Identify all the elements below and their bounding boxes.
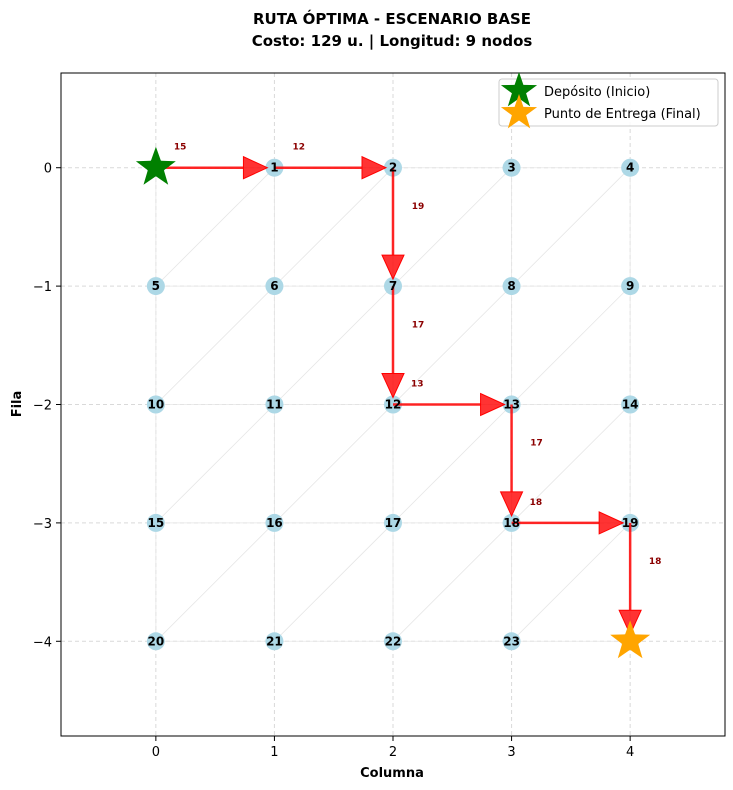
node-marker bbox=[621, 277, 640, 296]
graph-edge bbox=[511, 167, 631, 287]
node-label: 23 bbox=[503, 634, 520, 648]
node-label: 15 bbox=[148, 516, 165, 530]
legend: Depósito (Inicio) Punto de Entrega (Final… bbox=[498, 72, 719, 129]
y-tick-label: −1 bbox=[33, 280, 52, 295]
node-marker bbox=[502, 632, 521, 651]
graph-edge bbox=[274, 167, 394, 287]
node-label: 4 bbox=[626, 161, 634, 175]
node-label: 1 bbox=[270, 161, 278, 175]
node-marker bbox=[265, 632, 284, 651]
node-marker bbox=[621, 395, 640, 414]
start-star-marker bbox=[135, 146, 176, 185]
x-tick-label: 4 bbox=[626, 745, 634, 760]
graph-edge bbox=[155, 522, 275, 642]
node-label: 20 bbox=[148, 634, 165, 648]
node-label: 6 bbox=[270, 279, 278, 293]
node-marker bbox=[502, 158, 521, 177]
node-marker bbox=[621, 158, 640, 177]
node-label: 21 bbox=[266, 634, 283, 648]
graph-edge bbox=[155, 285, 275, 405]
chart-title-line-2: Costo: 129 u. | Longitud: 9 nodos bbox=[252, 32, 533, 51]
end-star-marker bbox=[610, 620, 651, 659]
x-tick-label: 3 bbox=[507, 745, 515, 760]
route-arrowhead bbox=[242, 155, 269, 180]
y-tick-label: −4 bbox=[33, 635, 52, 650]
route-arrowhead bbox=[381, 254, 405, 281]
route-arrowhead bbox=[480, 392, 506, 417]
graph-edge bbox=[392, 522, 512, 642]
node-label: 8 bbox=[507, 279, 515, 293]
route: 1512191713171818012345678910111213141516… bbox=[148, 143, 662, 649]
graph-edge bbox=[274, 285, 394, 405]
route-arrowhead bbox=[499, 491, 524, 518]
node-label: 5 bbox=[152, 279, 160, 293]
route-cost-label: 17 bbox=[412, 320, 425, 330]
graph-edge bbox=[392, 167, 512, 287]
graph-edge bbox=[392, 285, 512, 405]
axis-ticks: 0 1 2 3 40−1−2−3−4 bbox=[33, 162, 634, 760]
route-arrowhead bbox=[381, 373, 405, 399]
route-cost-label: 18 bbox=[530, 498, 543, 508]
graph-edge bbox=[392, 404, 512, 524]
route-cost-label: 12 bbox=[292, 143, 305, 153]
node-marker bbox=[265, 395, 284, 414]
node-label: 10 bbox=[148, 398, 165, 412]
y-axis-label: Fila bbox=[10, 391, 25, 418]
graph-edge bbox=[511, 522, 631, 642]
node-marker bbox=[146, 513, 165, 532]
route-cost-label: 15 bbox=[174, 143, 187, 153]
route-arrowhead bbox=[361, 155, 388, 180]
node-label: 12 bbox=[385, 398, 402, 412]
y-tick-label: −3 bbox=[33, 517, 52, 532]
node-label: 13 bbox=[503, 398, 520, 412]
node-marker bbox=[384, 513, 402, 532]
graph-edge bbox=[155, 404, 275, 524]
chart-title-line-1: RUTA ÓPTIMA - ESCENARIO BASE bbox=[253, 9, 531, 28]
y-tick-label: 0 bbox=[44, 162, 52, 177]
node-label: 22 bbox=[385, 634, 402, 648]
node-label: 16 bbox=[266, 516, 283, 530]
nodes bbox=[146, 158, 640, 651]
node-label: 18 bbox=[503, 516, 520, 530]
x-tick-label: 0 bbox=[152, 745, 160, 760]
legend-label: Depósito (Inicio) bbox=[544, 85, 650, 100]
x-axis-label: Columna bbox=[360, 766, 424, 781]
route-cost-label: 19 bbox=[412, 202, 425, 212]
node-marker bbox=[502, 513, 521, 532]
node-label: 2 bbox=[389, 161, 397, 175]
legend-star-icon bbox=[500, 72, 538, 107]
legend-label: Punto de Entrega (Final) bbox=[544, 107, 701, 122]
start-end-markers bbox=[135, 146, 651, 659]
route-arrowhead bbox=[598, 511, 625, 535]
x-tick-label: 2 bbox=[389, 745, 397, 760]
node-label: 7 bbox=[389, 279, 397, 293]
node-label: 3 bbox=[507, 161, 515, 175]
node-label: 19 bbox=[622, 516, 639, 530]
node-marker bbox=[146, 277, 165, 296]
x-tick-label: 1 bbox=[270, 745, 278, 760]
node-marker bbox=[384, 632, 402, 651]
y-tick-label: −2 bbox=[33, 399, 52, 414]
graph-edge bbox=[274, 522, 394, 642]
graph-edge bbox=[511, 285, 631, 405]
node-label: 11 bbox=[266, 398, 283, 412]
legend-box bbox=[498, 78, 719, 127]
legend-star-icon bbox=[500, 94, 538, 129]
node-marker bbox=[146, 395, 165, 414]
route-cost-label: 13 bbox=[411, 380, 424, 390]
graph-edge bbox=[511, 404, 631, 524]
node-label: 17 bbox=[385, 516, 402, 530]
node-marker bbox=[265, 513, 284, 532]
node-label: 14 bbox=[622, 398, 639, 412]
route-cost-label: 17 bbox=[530, 439, 543, 449]
node-marker bbox=[146, 632, 165, 651]
graph-edge bbox=[274, 404, 394, 524]
node-label: 9 bbox=[626, 279, 634, 293]
node-marker bbox=[502, 277, 521, 296]
route-cost-label: 18 bbox=[649, 557, 662, 567]
graph-edge bbox=[155, 167, 275, 287]
node-marker bbox=[265, 277, 284, 296]
